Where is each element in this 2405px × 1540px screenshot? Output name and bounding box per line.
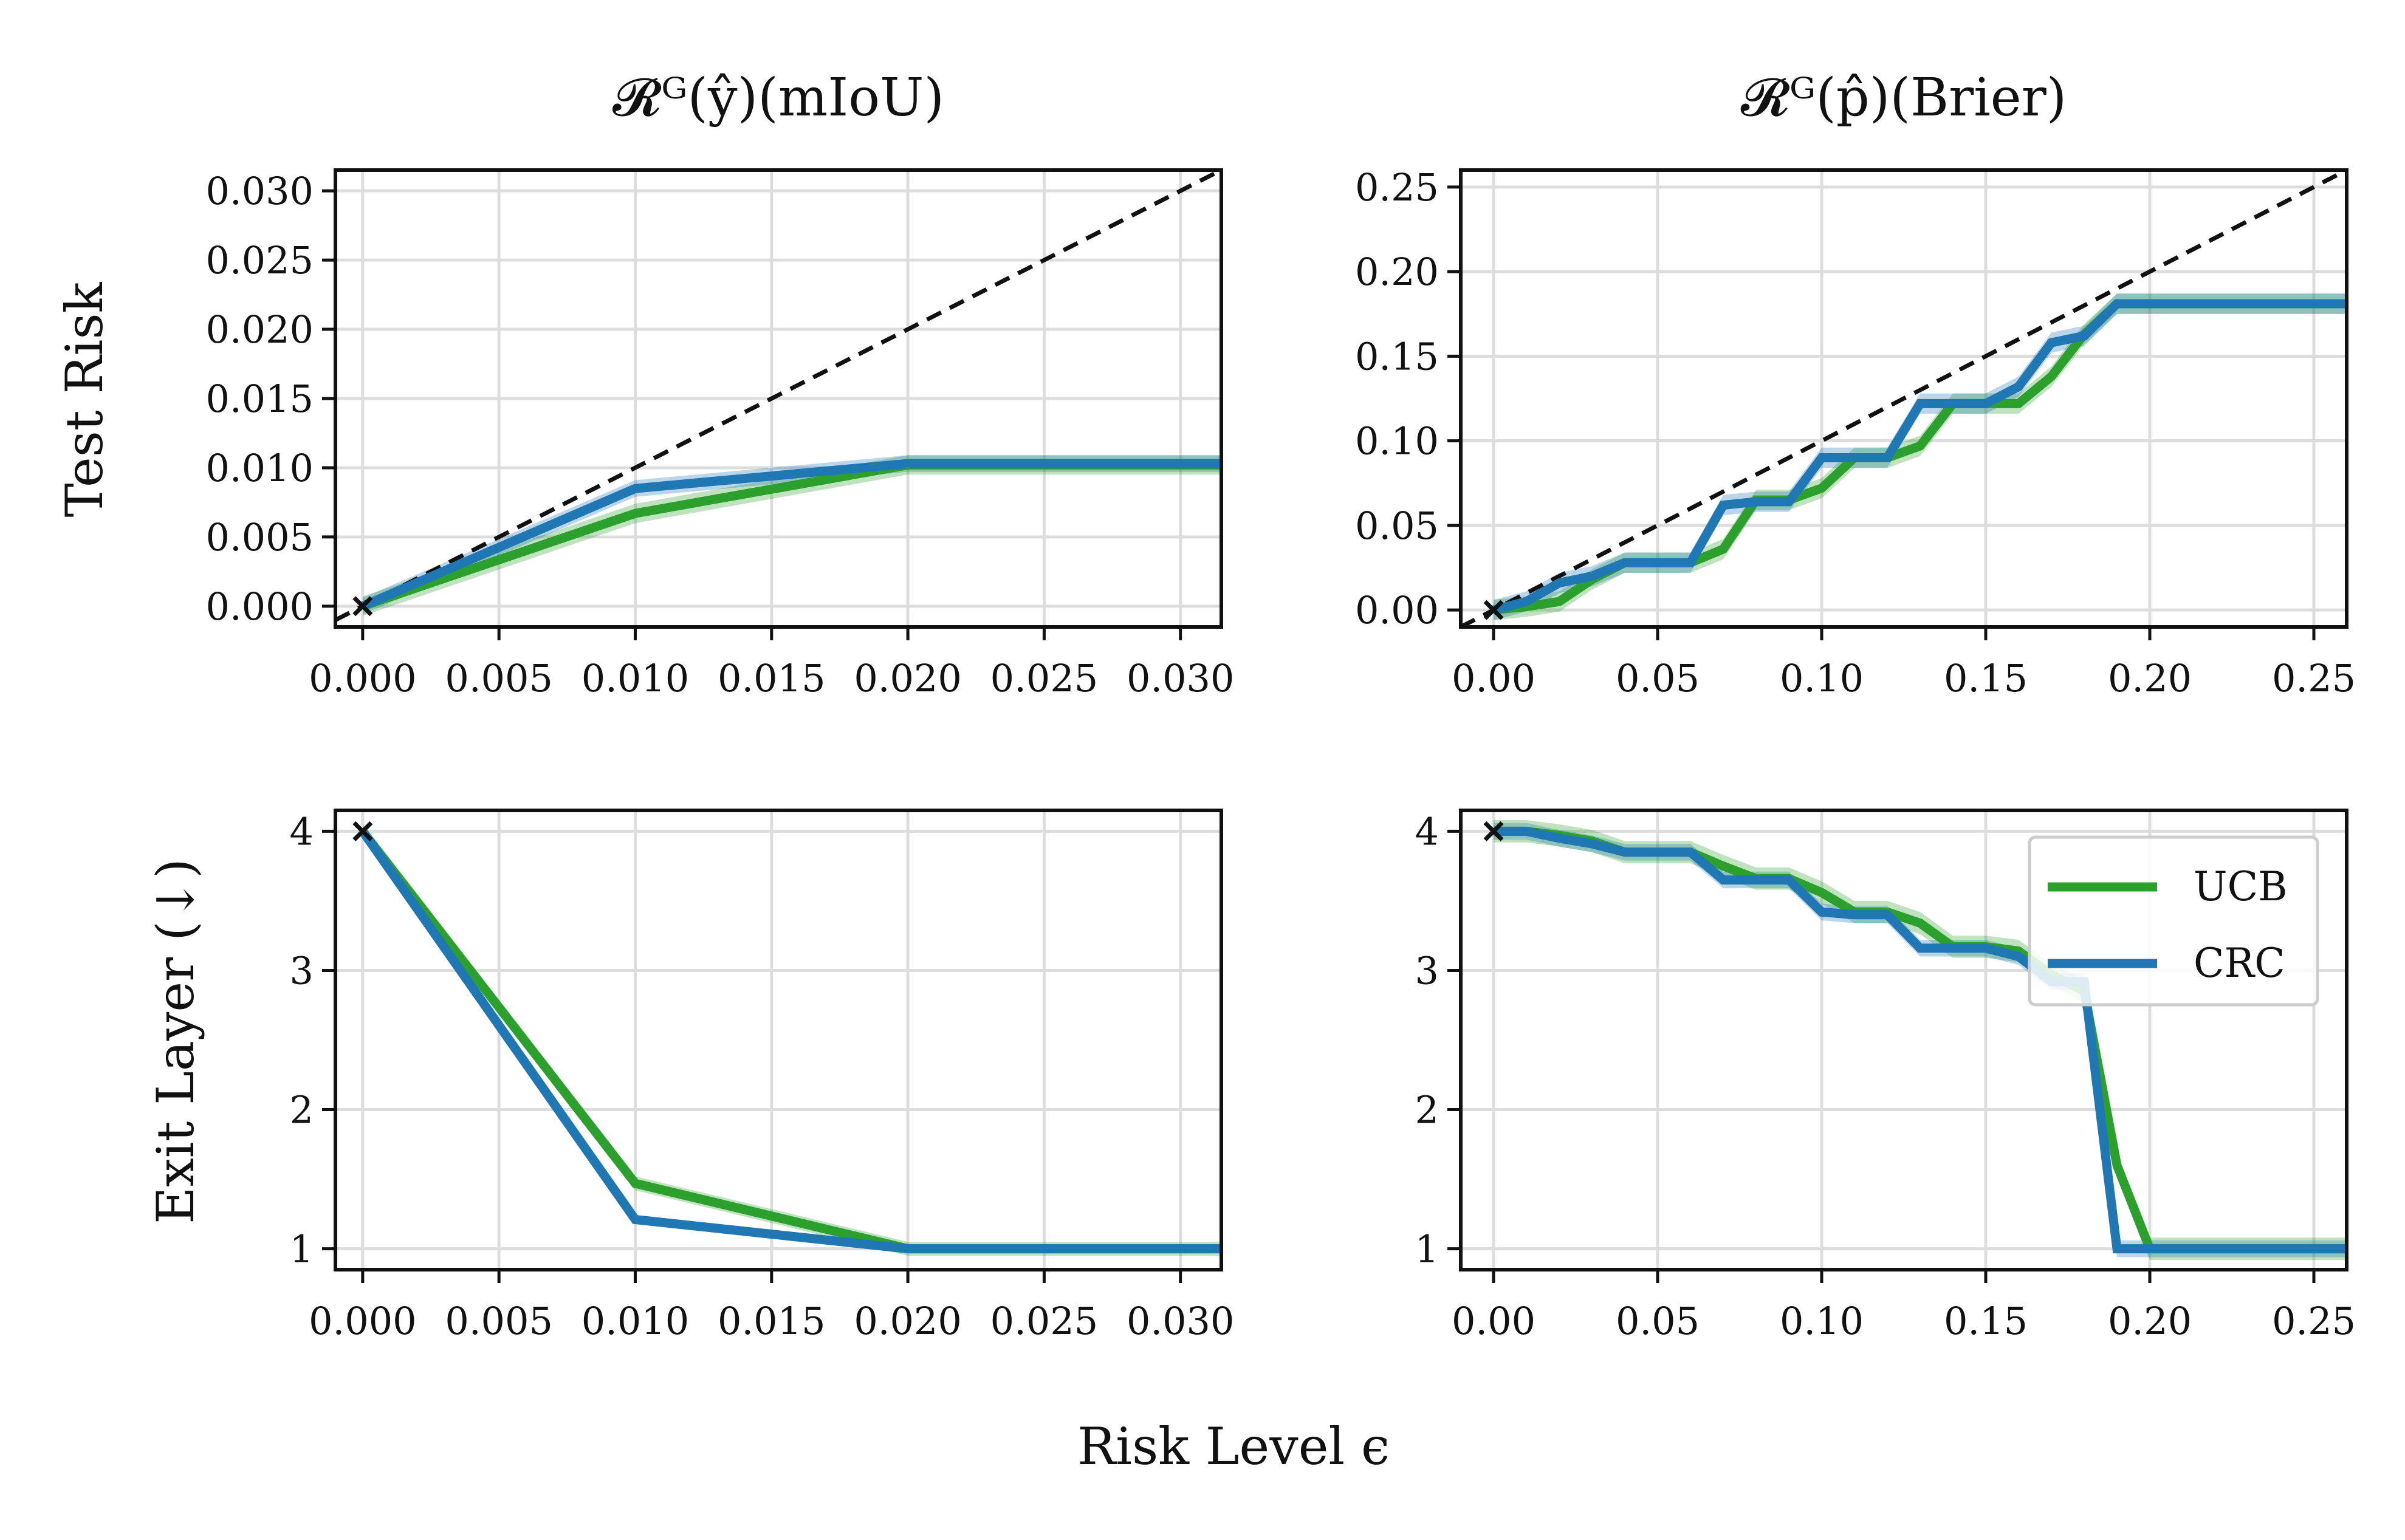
ytick-label-br-3: 4 <box>1415 809 1439 854</box>
origin-marker-stroke-b-br <box>1483 821 1504 841</box>
ytick-label-br-2: 3 <box>1415 948 1439 993</box>
panels: 0.000 0.005 0.010 0.015 0.020 0.025 0.0300.000… <box>206 67 2356 1343</box>
legend-label-crc: CRC <box>2194 940 2285 987</box>
legend-label-ucb: UCB <box>2194 863 2288 910</box>
xtick-label-bl-5: 0.025 <box>990 1299 1099 1343</box>
ytick-label-br-1: 2 <box>1415 1088 1439 1132</box>
xtick-label-tl-5: 0.025 <box>990 656 1099 700</box>
ytick-label-tr-4: 0.20 <box>1355 250 1439 294</box>
ytick-label-tl-3: 0.015 <box>206 377 314 421</box>
ytick-label-tr-1: 0.05 <box>1355 504 1439 548</box>
band-crc-bl <box>362 827 1221 1253</box>
xtick-label-br-0: 0.00 <box>1452 1299 1535 1343</box>
origin-marker-stroke-b-tl <box>352 596 373 617</box>
ylabel-test-risk: Test Risk <box>55 281 114 517</box>
ytick-label-tl-4: 0.020 <box>206 307 314 352</box>
xtick-label-tl-6: 0.030 <box>1127 656 1235 700</box>
xtick-label-bl-4: 0.020 <box>854 1299 962 1343</box>
diagonal-reference-tr <box>1461 170 2347 627</box>
chart-title-tl: 𝓡ᴳ(ŷ)(mIoU) <box>612 67 944 128</box>
ytick-label-tr-5: 0.25 <box>1355 165 1439 210</box>
xtick-label-bl-3: 0.015 <box>718 1299 826 1343</box>
origin-marker-tl <box>352 596 373 617</box>
xtick-label-tl-4: 0.020 <box>854 656 962 700</box>
xlabel-risk-level: Risk Level ϵ <box>1077 1417 1390 1476</box>
panel-bl: 0.000 0.005 0.010 0.015 0.020 0.025 0.030 1 2 3 4 <box>290 809 1235 1343</box>
xtick-label-tr-4: 0.20 <box>2108 656 2192 700</box>
origin-marker-tr <box>1483 600 1504 620</box>
xtick-label-br-2: 0.10 <box>1780 1299 1864 1343</box>
panel-tl: 0.000 0.005 0.010 0.015 0.020 0.025 0.030 0.000… <box>206 67 1235 700</box>
xtick-label-br-5: 0.25 <box>2272 1299 2356 1343</box>
xtick-label-tr-0: 0.00 <box>1452 656 1535 700</box>
axes-frame-bl <box>334 809 1223 1271</box>
origin-marker-stroke-b-tr <box>1483 600 1504 620</box>
band-crc-tr <box>1494 293 2347 620</box>
xtick-label-tl-1: 0.005 <box>445 656 553 700</box>
panel-tr: 0.00 0.05 0.10 0.15 0.20 0.25 0.00 0.05 0.10 0.15… <box>1355 67 2356 700</box>
xtick-label-bl-2: 0.010 <box>582 1299 690 1343</box>
series-line-ucb-bl <box>359 828 1221 1254</box>
ytick-label-tl-6: 0.030 <box>206 169 314 213</box>
chart-title-tr: 𝓡ᴳ(p̂)(Brier) <box>1741 67 2067 128</box>
diagonal-reference-tl <box>335 170 1221 622</box>
xtick-label-br-1: 0.05 <box>1616 1299 1700 1343</box>
plot-area-tl <box>335 170 1221 622</box>
xtick-label-bl-0: 0.000 <box>309 1299 417 1343</box>
ytick-label-tl-5: 0.025 <box>206 238 314 282</box>
xtick-label-tl-2: 0.010 <box>582 656 690 700</box>
ytick-label-bl-1: 2 <box>290 1088 314 1132</box>
xtick-label-bl-6: 0.030 <box>1127 1299 1235 1343</box>
xtick-label-tr-2: 0.10 <box>1780 656 1864 700</box>
series-line-crc-tr <box>1492 299 2347 615</box>
xtick-label-tr-1: 0.05 <box>1616 656 1700 700</box>
xtick-label-br-4: 0.20 <box>2108 1299 2192 1343</box>
band-ucb-bl <box>362 824 1221 1256</box>
ytick-label-bl-3: 4 <box>290 809 314 854</box>
ytick-label-tr-2: 0.10 <box>1355 419 1439 464</box>
ytick-label-bl-0: 1 <box>290 1227 314 1271</box>
panel-br: 0.00 0.05 0.10 0.15 0.20 0.25 1 2 3 4 UCB CRC <box>1415 809 2356 1343</box>
xtick-label-tl-0: 0.000 <box>309 656 417 700</box>
xtick-label-tl-3: 0.015 <box>718 656 826 700</box>
xtick-label-tr-3: 0.15 <box>1944 656 2028 700</box>
ytick-label-tl-0: 0.000 <box>206 584 314 629</box>
origin-marker-br <box>1483 821 1504 841</box>
series-line-crc-bl <box>359 829 1221 1254</box>
ytick-label-tr-3: 0.15 <box>1355 334 1439 378</box>
plot-area-tr <box>1461 170 2347 627</box>
xtick-label-br-3: 0.15 <box>1944 1299 2028 1343</box>
xtick-label-bl-1: 0.005 <box>445 1299 553 1343</box>
ytick-label-br-0: 1 <box>1415 1227 1439 1271</box>
ytick-label-tl-2: 0.010 <box>206 446 314 490</box>
ytick-label-bl-2: 3 <box>290 948 314 993</box>
plot-area-bl <box>359 824 1221 1256</box>
ytick-label-tr-0: 0.00 <box>1355 588 1439 632</box>
legend: UCB CRC <box>2028 835 2319 1007</box>
xtick-label-tr-5: 0.25 <box>2272 656 2356 700</box>
ytick-label-tl-1: 0.005 <box>206 515 314 560</box>
axes-frame-br <box>1459 809 2348 1271</box>
series-line-crc-tl <box>360 459 1221 611</box>
ylabel-exit-layer: Exit Layer (↓) <box>146 858 205 1224</box>
band-crc-tl <box>362 455 1221 615</box>
axes-frame-tr <box>1459 168 2348 629</box>
origin-marker-bl <box>352 821 373 841</box>
origin-marker-stroke-b-bl <box>352 821 373 841</box>
